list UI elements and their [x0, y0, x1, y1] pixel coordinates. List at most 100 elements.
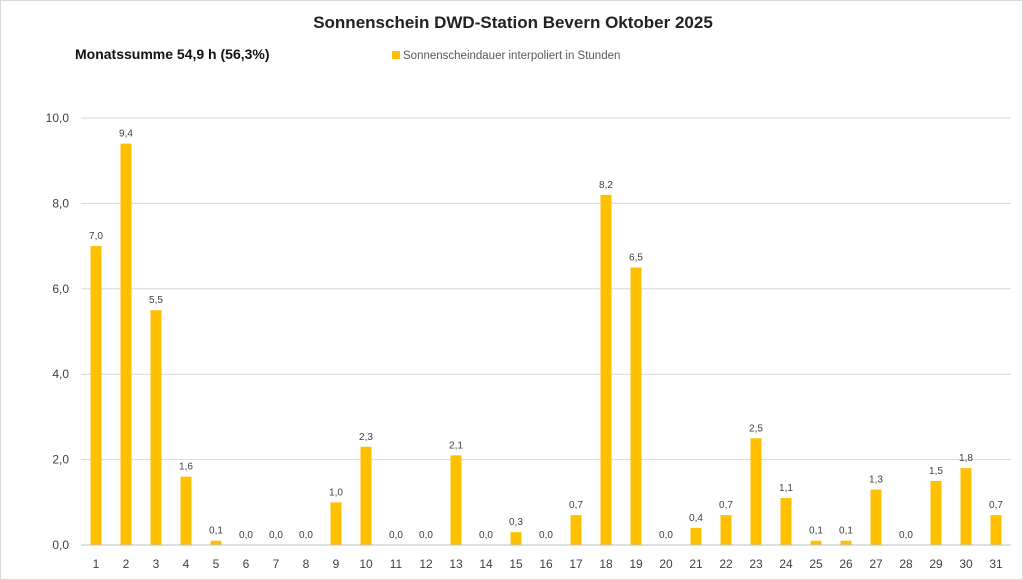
data-label: 7,0 [89, 231, 103, 242]
bars [90, 143, 1002, 546]
x-tick-label: 10 [359, 557, 373, 571]
bar [510, 532, 522, 545]
x-tick-label: 25 [809, 557, 823, 571]
x-tick-label: 23 [749, 557, 763, 571]
bar [150, 310, 162, 545]
x-tick-label: 5 [213, 557, 220, 571]
y-tick-label: 2,0 [52, 453, 69, 467]
data-labels: 7,0 9,4 5,5 1,6 0,1 0,0 0,0 0,0 1,0 2,3 0,0 0,0 2,1 0… [89, 129, 1003, 541]
bar [210, 540, 222, 545]
data-label: 0,0 [659, 530, 673, 541]
y-tick-label: 0,0 [52, 538, 69, 552]
y-tick-label: 6,0 [52, 282, 69, 296]
y-axis-ticks: 0,0 2,0 4,0 6,0 8,0 10,0 [46, 111, 70, 552]
x-tick-label: 1 [93, 557, 100, 571]
x-tick-label: 12 [419, 557, 433, 571]
x-tick-label: 15 [509, 557, 523, 571]
bar [450, 455, 462, 545]
data-label: 6,5 [629, 252, 643, 263]
x-tick-label: 29 [929, 557, 943, 571]
gridlines [81, 117, 1011, 461]
data-label: 5,5 [149, 295, 163, 306]
data-label: 0,4 [689, 513, 703, 524]
data-label: 1,0 [329, 487, 343, 498]
bar [750, 438, 762, 545]
bar [120, 143, 132, 545]
x-tick-label: 4 [183, 557, 190, 571]
x-tick-label: 7 [273, 557, 280, 571]
bar [360, 446, 372, 545]
x-tick-label: 14 [479, 557, 493, 571]
data-label: 0,0 [479, 530, 493, 541]
data-label: 1,3 [869, 474, 883, 485]
data-label: 8,2 [599, 180, 613, 191]
x-tick-label: 30 [959, 557, 973, 571]
x-tick-label: 2 [123, 557, 130, 571]
bar [990, 515, 1002, 545]
bar [180, 476, 192, 545]
bar [630, 267, 642, 545]
data-label: 1,1 [779, 483, 793, 494]
x-tick-label: 31 [989, 557, 1003, 571]
bar [930, 480, 942, 545]
x-tick-label: 11 [390, 557, 403, 571]
bar [870, 489, 882, 545]
bar [840, 540, 852, 545]
data-label: 0,0 [539, 530, 553, 541]
x-tick-label: 8 [303, 557, 310, 571]
data-label: 9,4 [119, 129, 133, 140]
legend: Sonnenscheindauer interpoliert in Stunde… [392, 50, 620, 62]
x-tick-label: 21 [689, 557, 703, 571]
data-label: 0,7 [719, 500, 733, 511]
data-label: 1,5 [929, 466, 943, 477]
x-tick-label: 28 [899, 557, 913, 571]
bar [570, 515, 582, 545]
x-tick-label: 9 [333, 557, 340, 571]
x-tick-label: 6 [243, 557, 250, 571]
bar [720, 515, 732, 545]
x-tick-label: 17 [569, 557, 583, 571]
x-tick-label: 22 [719, 557, 733, 571]
y-tick-label: 10,0 [46, 111, 70, 125]
legend-swatch [392, 51, 400, 59]
data-label: 1,8 [959, 453, 973, 464]
bar [690, 527, 702, 545]
data-label: 0,0 [419, 530, 433, 541]
y-tick-label: 4,0 [52, 367, 69, 381]
legend-label: Sonnenscheindauer interpoliert in Stunde… [403, 50, 620, 62]
x-tick-label: 19 [629, 557, 643, 571]
bar [600, 194, 612, 546]
data-label: 0,1 [839, 526, 853, 537]
data-label: 2,3 [359, 432, 373, 443]
x-tick-label: 27 [869, 557, 883, 571]
data-label: 0,0 [899, 530, 913, 541]
data-label: 0,0 [389, 530, 403, 541]
data-label: 0,0 [299, 530, 313, 541]
x-tick-label: 24 [779, 557, 793, 571]
bar [330, 502, 342, 545]
bar [780, 498, 792, 545]
x-axis-ticks: 1 2 3 4 5 6 7 8 9 10 11 12 13 14 15 16 17 18 19 20 21 22 23 24 2… [93, 557, 1003, 571]
data-label: 1,6 [179, 462, 193, 473]
data-label: 0,1 [209, 526, 223, 537]
chart-subtitle: Monatssumme 54,9 h (56,3%) [75, 46, 270, 62]
x-tick-label: 16 [539, 557, 553, 571]
x-tick-label: 3 [153, 557, 160, 571]
x-tick-label: 20 [659, 557, 673, 571]
x-tick-label: 13 [449, 557, 463, 571]
data-label: 0,1 [809, 526, 823, 537]
bar [960, 468, 972, 545]
data-label: 0,0 [269, 530, 283, 541]
data-label: 0,3 [509, 517, 523, 528]
data-label: 0,7 [989, 500, 1003, 511]
bar [810, 540, 822, 545]
chart-title: Sonnenschein DWD-Station Bevern Oktober … [313, 13, 713, 32]
x-tick-label: 18 [599, 557, 613, 571]
data-label: 0,0 [239, 530, 253, 541]
data-label: 2,5 [749, 423, 763, 434]
data-label: 0,7 [569, 500, 583, 511]
bar [90, 246, 102, 545]
y-tick-label: 8,0 [52, 196, 69, 210]
